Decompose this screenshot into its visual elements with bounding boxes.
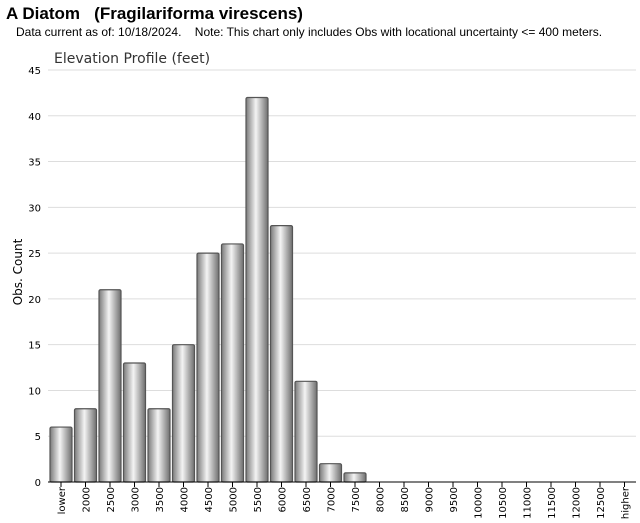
bar	[73, 408, 98, 483]
x-tick-label: 10000	[474, 487, 485, 519]
x-tick-label: lower	[57, 486, 68, 514]
bar	[220, 243, 245, 483]
x-tick-label: 9500	[449, 487, 460, 512]
x-tick-label: 4000	[180, 487, 191, 512]
y-axis-label: Obs. Count	[11, 238, 25, 305]
x-tick-label: 10500	[498, 487, 509, 519]
x-tick-label: 3500	[155, 487, 166, 512]
y-tick-label: 5	[35, 432, 41, 443]
bar	[318, 463, 343, 483]
bar	[196, 252, 220, 483]
x-tick-label: 9000	[425, 487, 436, 512]
y-tick-label: 10	[28, 386, 41, 397]
bar	[49, 426, 73, 483]
x-tick-label: 8500	[400, 487, 411, 512]
x-tick-label: higher	[621, 486, 632, 519]
y-tick-label: 20	[28, 295, 41, 306]
chart-subtitle: Data current as of: 10/18/2024. Note: Th…	[16, 25, 603, 39]
y-tick-label: 15	[28, 341, 41, 352]
x-tick-label: 12500	[596, 487, 607, 519]
x-tick-label: 7000	[327, 487, 338, 512]
x-tick-label: 7500	[351, 487, 362, 512]
bar	[171, 344, 196, 483]
x-tick-label: 2000	[82, 487, 93, 512]
x-tick-label: 11000	[523, 487, 534, 519]
x-tick-label: 6500	[302, 487, 313, 512]
y-tick-label: 0	[35, 478, 41, 489]
x-tick-label: 2500	[106, 487, 117, 512]
x-tick-label: 5500	[253, 487, 264, 512]
y-tick-label: 35	[28, 158, 41, 169]
bar	[98, 289, 122, 483]
chart-title: A Diatom (Fragilariforma virescens)	[6, 4, 303, 23]
y-tick-label: 25	[28, 249, 41, 260]
x-tick-label: 6000	[278, 487, 289, 512]
x-tick-label: 11500	[547, 487, 558, 519]
plot-title: Elevation Profile (feet)	[54, 51, 210, 67]
bar	[343, 472, 367, 483]
y-tick-label: 30	[28, 203, 41, 214]
bar	[294, 380, 318, 483]
y-tick-label: 40	[28, 112, 41, 123]
y-ticks: 0 5 10 15 20 25 30 35 40 45	[28, 66, 41, 489]
bar	[147, 408, 171, 483]
bars	[49, 96, 367, 483]
bar	[122, 362, 147, 483]
x-tick-label: 8000	[376, 487, 387, 512]
y-tick-label: 45	[28, 66, 41, 77]
x-tick-label: 5000	[229, 487, 240, 512]
x-tick-label: 12000	[572, 487, 583, 519]
x-tick-label: 4500	[204, 487, 215, 512]
bar	[245, 96, 269, 483]
x-ticks: lower 2000 2500 3000 3500 4000 4500 5000 5500 600…	[57, 482, 632, 519]
x-tick-label: 3000	[131, 487, 142, 512]
bar	[269, 225, 294, 483]
